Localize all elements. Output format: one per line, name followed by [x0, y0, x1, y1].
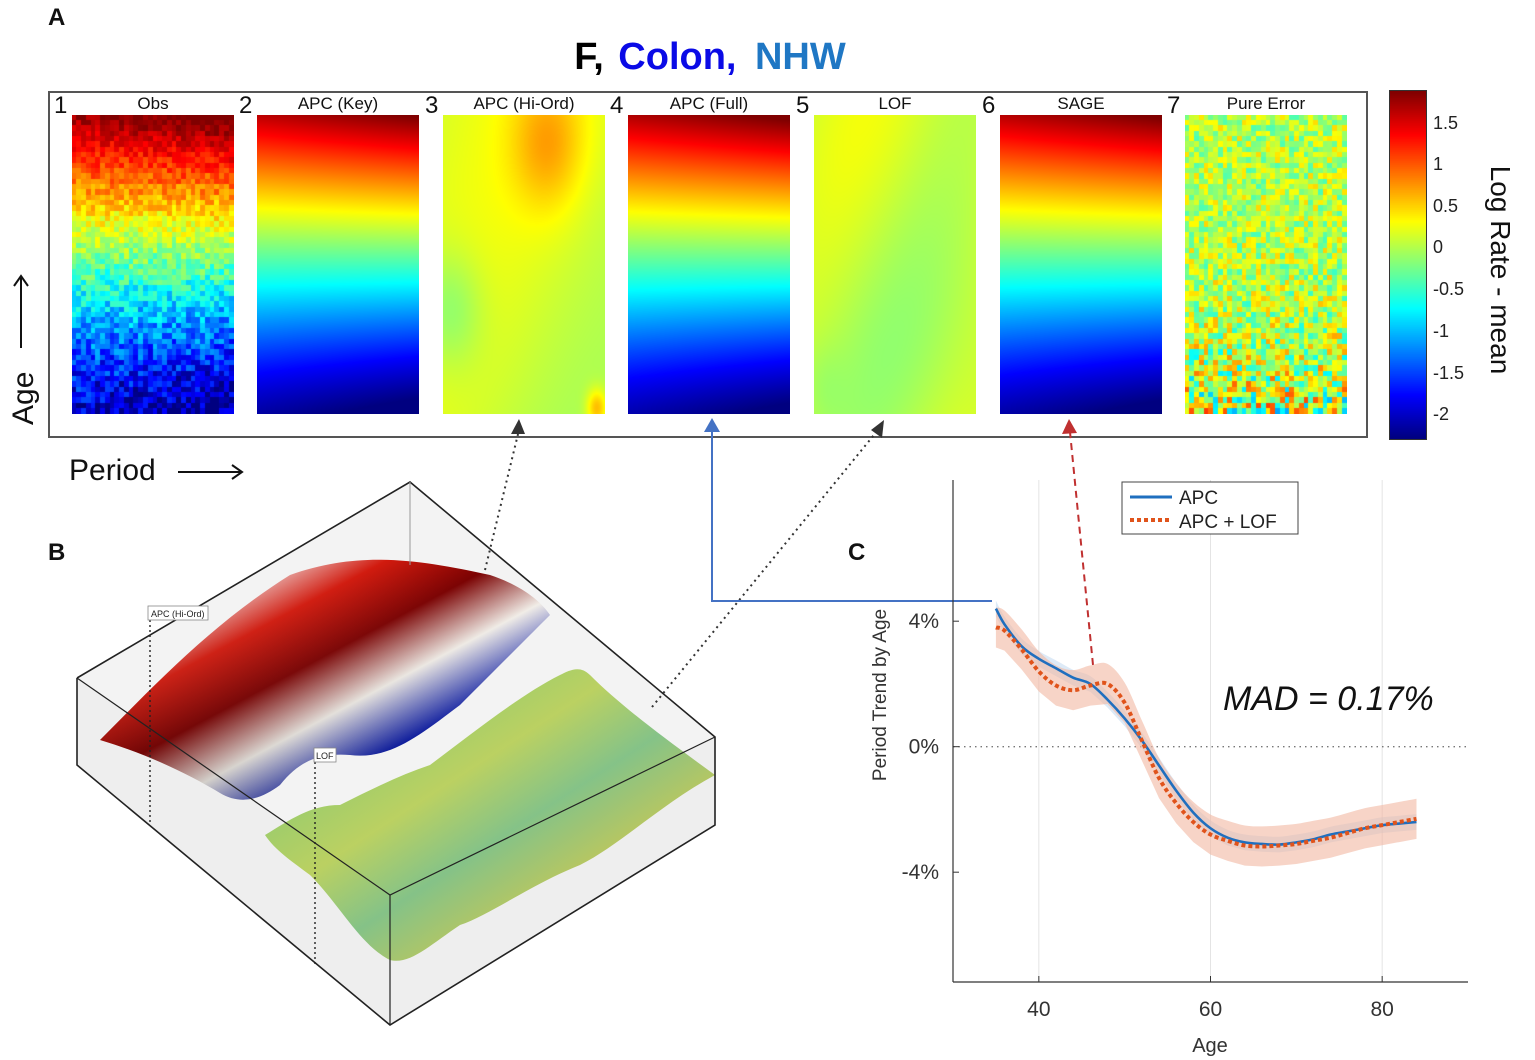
- arrow-to-lof: [651, 429, 879, 708]
- heatmap-obs: [72, 115, 234, 414]
- y-axis-label: Period Trend by Age: [870, 609, 891, 781]
- arrow-to-apc-hi-ord: [484, 429, 520, 571]
- y-tick-label: -4%: [902, 861, 939, 884]
- up-arrow-icon: [13, 274, 29, 348]
- panel-label-a: A: [48, 4, 66, 31]
- heatmap-pure-error: [1185, 115, 1347, 414]
- y-tick-label: 0%: [909, 736, 939, 759]
- age-arrow-icon: Age: [7, 372, 40, 425]
- heatmap-title: APC (Key): [297, 94, 379, 113]
- heatmap-title: LOF: [878, 94, 912, 113]
- legend-label-apc-lof: APC + LOF: [1179, 512, 1277, 533]
- surface-3d-plot: APC (Hi-Ord) LOF: [76, 481, 716, 1026]
- heatmap-number: 2: [239, 92, 253, 119]
- legend-label-apc: APC: [1179, 488, 1218, 509]
- heatmap-title: APC (Hi-Ord): [473, 94, 575, 113]
- figure-title: F, Colon, NHW: [0, 36, 1420, 79]
- title-site: Colon,: [618, 36, 737, 78]
- series-line-apc: [994, 608, 1417, 846]
- colorbar-tick: 0: [1433, 237, 1444, 257]
- colorbar-tick: 0.5: [1433, 196, 1459, 216]
- y-tick-label: 4%: [909, 610, 939, 633]
- right-arrow-icon: [178, 464, 244, 480]
- period-trend-chart: 40 60 80 4% 0% -4% Period Trend by Age Age AP…: [870, 480, 1468, 1057]
- panel-label-b: B: [48, 539, 66, 566]
- heatmap-number: 7: [1167, 92, 1181, 119]
- heatmap-title: APC (Full): [669, 94, 749, 113]
- heatmap-number: 3: [425, 92, 439, 119]
- confidence-band-apc-lof: [995, 607, 1417, 867]
- heatmap-apc-hi-ord: [443, 115, 605, 414]
- colorbar-tick: -1.5: [1433, 363, 1465, 383]
- colorbar-tick: 1: [1433, 154, 1444, 174]
- legend-box: [1121, 481, 1299, 535]
- arrow-to-sage: [1069, 431, 1094, 666]
- heatmap-number: 4: [610, 92, 624, 119]
- age-word: Age: [7, 372, 40, 425]
- x-tick-label: 80: [1370, 998, 1393, 1021]
- arrow-to-apc-full: [711, 430, 992, 602]
- heatmap-number: 5: [796, 92, 810, 119]
- heatmap-panel-frame: [48, 91, 1368, 438]
- mad-annotation: MAD = 0.17%: [1223, 680, 1434, 718]
- title-sex: F,: [574, 36, 604, 78]
- heatmap-sage: [1000, 115, 1162, 414]
- heatmap-apc-key: [257, 115, 419, 414]
- x-tick-label: 40: [1027, 998, 1050, 1021]
- surface-label-upper: APC (Hi-Ord): [151, 609, 205, 619]
- colorbar: [1389, 90, 1427, 440]
- heatmap-number: 6: [982, 92, 996, 119]
- colorbar-tick: -2: [1433, 404, 1450, 424]
- heatmap-apc-full: [628, 115, 790, 414]
- heatmap-title: Pure Error: [1226, 94, 1306, 113]
- heatmap-title: SAGE: [1057, 94, 1105, 113]
- panel-label-c: C: [848, 539, 866, 566]
- x-tick-label: 60: [1199, 998, 1222, 1021]
- heatmap-lof: [814, 115, 976, 414]
- heatmap-number: 1: [54, 92, 68, 119]
- surface-label-lower: LOF: [316, 751, 334, 761]
- x-axis-label: Age: [1192, 1035, 1228, 1057]
- series-line-apc-lof: [995, 625, 1417, 849]
- colorbar-tick: 1.5: [1433, 113, 1459, 133]
- colorbar-tick: -1: [1433, 321, 1450, 341]
- age-axis-word: Age: [4, 340, 40, 435]
- heatmap-title: Obs: [137, 94, 169, 113]
- title-race: NHW: [754, 36, 846, 78]
- period-word: Period: [69, 454, 156, 487]
- colorbar-tick: -0.5: [1433, 279, 1465, 299]
